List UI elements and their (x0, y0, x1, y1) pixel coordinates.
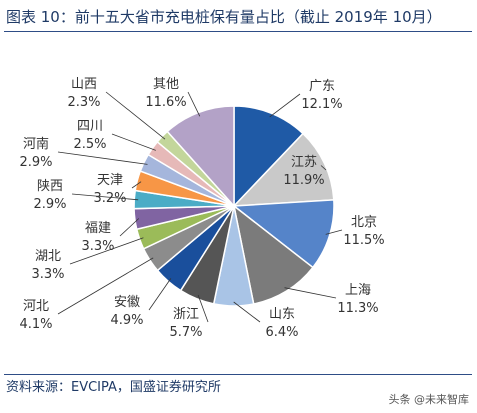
slice-label-北京: 北京 (351, 215, 377, 230)
leader-line-山东 (233, 301, 261, 323)
slice-value-浙江: 5.7% (169, 325, 202, 340)
leader-line-陕西 (71, 193, 139, 201)
leader-line-山西 (105, 91, 166, 140)
leader-line-湖北 (69, 237, 144, 265)
slice-value-上海: 11.3% (337, 301, 378, 316)
leader-line-福建 (119, 218, 140, 237)
pie-slice-北京 (231, 199, 335, 269)
watermark: 头条 @未来智库 (388, 393, 470, 406)
slice-label-其他: 其他 (153, 77, 179, 92)
slice-label-福建: 福建 (85, 221, 111, 236)
slice-label-天津: 天津 (97, 173, 123, 188)
slice-label-上海: 上海 (345, 283, 371, 298)
leader-line-浙江 (197, 294, 209, 323)
slice-value-河北: 4.1% (19, 317, 52, 332)
slice-value-北京: 11.5% (343, 233, 384, 248)
leader-line-河南 (57, 151, 148, 165)
leader-line-安徽 (148, 278, 172, 311)
slice-label-浙江: 浙江 (173, 307, 199, 322)
pie-slice-广东 (233, 105, 305, 208)
slice-value-安徽: 4.9% (110, 313, 143, 328)
slice-value-四川: 2.5% (73, 137, 106, 152)
slice-label-四川: 四川 (77, 119, 103, 134)
slice-value-山西: 2.3% (67, 95, 100, 110)
pie-slice-江苏 (232, 132, 335, 207)
slice-labels: 广东 12.1% 江苏 11.9% 北京 11.5% 上海 11.3% 山东 6.4% 浙江 5.7%… (19, 77, 384, 340)
slice-label-广东: 广东 (309, 79, 335, 94)
slice-label-江苏: 江苏 (291, 154, 317, 170)
slice-value-福建: 3.3% (81, 239, 114, 254)
slice-value-天津: 3.2% (93, 191, 126, 206)
leader-line-广东 (269, 93, 301, 118)
slice-label-陕西: 陕西 (37, 179, 63, 194)
slice-value-湖北: 3.3% (31, 267, 64, 282)
slice-label-山西: 山西 (71, 77, 97, 92)
slice-label-湖北: 湖北 (35, 249, 61, 264)
slice-label-河北: 河北 (23, 299, 49, 314)
source-divider (4, 374, 472, 375)
chart-title: 图表 10：前十五大省市充电桩保有量占比（截止 2019年 10月） (6, 8, 442, 26)
leader-line-四川 (111, 133, 156, 151)
leader-line-天津 (131, 181, 142, 189)
leader-line-其他 (187, 91, 201, 117)
leader-line-江苏 (320, 165, 327, 171)
slice-label-安徽: 安徽 (114, 295, 140, 310)
slice-label-山东: 山东 (269, 307, 295, 322)
slice-value-陕西: 2.9% (33, 197, 66, 212)
leader-line-北京 (325, 229, 343, 235)
slice-value-其他: 11.6% (145, 95, 186, 110)
slice-value-广东: 12.1% (301, 97, 342, 112)
leader-lines (57, 91, 343, 323)
slice-value-江苏: 11.9% (283, 173, 324, 188)
pie-slices (133, 105, 335, 307)
slice-value-河南: 2.9% (19, 155, 52, 170)
title-divider (4, 31, 472, 32)
source-note: 资料来源：EVCIPA，国盛证券研究所 (6, 380, 221, 395)
slice-label-河南: 河南 (23, 136, 49, 152)
leader-line-河北 (57, 257, 154, 315)
pie-slice-上海 (232, 204, 314, 305)
leader-line-上海 (284, 287, 337, 299)
pie-chart: 广东 12.1% 江苏 11.9% 北京 11.5% 上海 11.3% 山东 6.4% 浙江 5.7%… (19, 77, 384, 340)
slice-value-山东: 6.4% (265, 325, 298, 340)
